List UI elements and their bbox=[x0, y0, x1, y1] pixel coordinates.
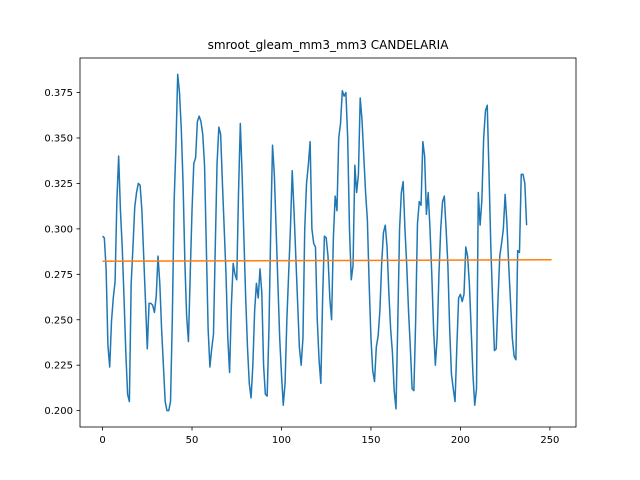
x-tick-label: 100 bbox=[272, 435, 291, 446]
series-1-line bbox=[102, 259, 552, 262]
y-axis: 0.200 0.225 0.250 0.275 0.300 0.325 0.350 0.375 bbox=[44, 88, 80, 417]
x-tick-label: 150 bbox=[361, 435, 380, 446]
x-axis: 0 50 100 150 200 250 bbox=[99, 427, 559, 446]
y-tick-label: 0.350 bbox=[44, 133, 73, 144]
y-tick-label: 0.275 bbox=[44, 270, 73, 281]
y-tick-label: 0.200 bbox=[44, 406, 73, 417]
y-tick-label: 0.325 bbox=[44, 179, 73, 190]
y-tick-label: 0.375 bbox=[44, 88, 73, 99]
x-tick-label: 200 bbox=[451, 435, 470, 446]
plot-frame bbox=[79, 57, 577, 428]
y-tick-label: 0.250 bbox=[44, 315, 73, 326]
x-tick-label: 250 bbox=[540, 435, 559, 446]
plot-area bbox=[102, 73, 552, 412]
chart-title: smroot_gleam_mm3_mm3 CANDELARIA bbox=[208, 38, 450, 52]
y-tick-label: 0.225 bbox=[44, 361, 73, 372]
x-tick-label: 0 bbox=[99, 435, 105, 446]
x-tick-label: 50 bbox=[186, 435, 199, 446]
y-tick-label: 0.300 bbox=[44, 224, 73, 235]
series-0-line bbox=[102, 73, 528, 412]
